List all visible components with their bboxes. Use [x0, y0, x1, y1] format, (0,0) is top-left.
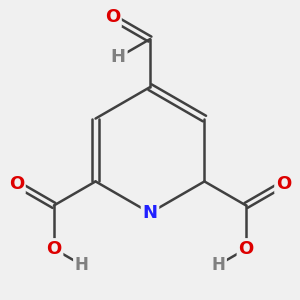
Text: O: O: [276, 175, 291, 193]
Text: H: H: [75, 256, 88, 274]
Text: H: H: [111, 48, 126, 66]
Text: O: O: [46, 240, 62, 258]
Text: H: H: [212, 256, 225, 274]
Text: O: O: [105, 8, 120, 26]
Text: O: O: [9, 175, 24, 193]
Text: N: N: [142, 204, 158, 222]
Text: O: O: [238, 240, 254, 258]
